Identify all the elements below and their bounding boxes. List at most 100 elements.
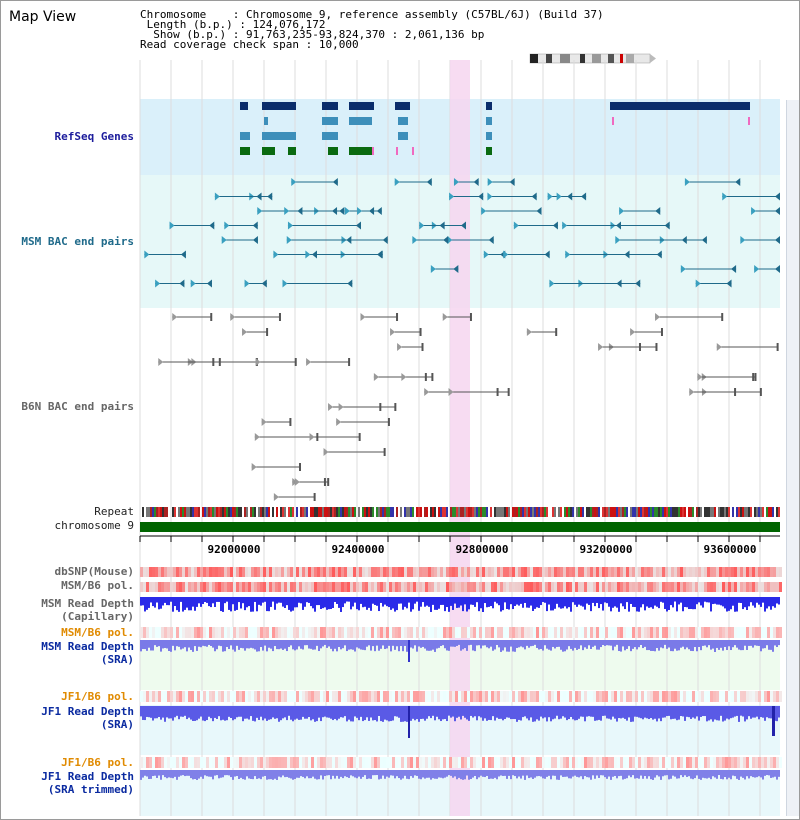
read-depth-bar — [256, 597, 258, 612]
repeat-element — [326, 507, 328, 517]
track-label-repeat[interactable]: Repeat — [94, 505, 134, 518]
read-depth-bar — [190, 597, 192, 611]
polymorphism-cell — [371, 757, 374, 768]
read-depth-bar — [388, 640, 390, 646]
read-depth-bar — [424, 597, 426, 607]
vertical-scrollbar[interactable] — [786, 100, 799, 816]
polymorphism-cell — [524, 582, 527, 592]
polymorphism-cell — [557, 627, 560, 638]
b6n-bac-end — [390, 328, 396, 336]
polymorphism-cell — [158, 757, 161, 768]
read-depth-bar — [214, 597, 216, 607]
track-label-msm-bac[interactable]: MSM BAC end pairs — [21, 235, 134, 248]
polymorphism-cell — [470, 691, 473, 702]
read-depth-bar — [640, 640, 642, 645]
read-depth-bar — [548, 640, 550, 650]
read-depth-bar — [268, 640, 270, 648]
polymorphism-cell — [428, 757, 431, 768]
track-label-dbsnp[interactable]: dbSNP(Mouse) — [54, 565, 134, 578]
read-depth-bar — [206, 706, 208, 721]
read-depth-bar — [166, 597, 168, 606]
track-label-jf1-b6-pol-2[interactable]: JF1/B6 pol. — [61, 756, 134, 769]
read-depth-bar — [154, 597, 156, 608]
read-depth-bar — [776, 770, 778, 780]
read-depth-bar — [260, 640, 262, 648]
repeat-element — [412, 507, 414, 517]
repeat-element — [318, 507, 320, 517]
read-depth-bar — [188, 640, 190, 648]
polymorphism-cell — [524, 567, 527, 577]
polymorphism-cell — [230, 627, 233, 638]
track-label-jf1-depth-trim-1[interactable]: JF1 Read Depth — [41, 770, 134, 783]
track-label-jf1-depth-sra-1[interactable]: JF1 Read Depth — [41, 705, 134, 718]
msm-bac-end — [257, 207, 263, 215]
polymorphism-cell — [404, 627, 407, 638]
repeat-element — [726, 507, 728, 517]
polymorphism-cell — [686, 567, 689, 577]
track-label-b6n-bac[interactable]: B6N BAC end pairs — [21, 400, 134, 413]
read-depth-bar — [426, 770, 428, 778]
refseq-marker — [372, 147, 374, 155]
track-label-msm-depth-cap-1[interactable]: MSM Read Depth — [41, 597, 134, 610]
chromosome-ideogram[interactable] — [528, 52, 658, 66]
polymorphism-cell — [515, 757, 518, 768]
read-depth-bar — [330, 597, 332, 610]
read-depth-bar — [764, 706, 766, 721]
polymorphism-cell — [242, 582, 245, 592]
read-depth-bar — [410, 706, 412, 721]
read-depth-bar — [520, 640, 522, 647]
polymorphism-cell — [701, 567, 704, 577]
polymorphism-cell — [308, 627, 311, 638]
track-label-jf1-b6-pol[interactable]: JF1/B6 pol. — [61, 690, 134, 703]
read-depth-bar — [552, 706, 554, 720]
polymorphism-cell — [509, 567, 512, 577]
polymorphism-cell — [650, 567, 653, 577]
read-depth-bar — [246, 770, 248, 777]
polymorphism-cell — [362, 757, 365, 768]
repeat-element — [442, 507, 444, 517]
read-depth-bar — [154, 770, 156, 776]
polymorphism-cell — [614, 691, 617, 702]
read-depth-bar — [540, 770, 542, 777]
read-depth-bar — [612, 770, 614, 777]
track-label-msm-b6-pol-sra[interactable]: MSM/B6 pol. — [61, 626, 134, 639]
read-depth-bar — [522, 597, 524, 608]
read-depth-bar — [670, 706, 672, 720]
polymorphism-cell — [326, 757, 329, 768]
read-depth-bar — [242, 640, 244, 649]
polymorphism-cell — [455, 757, 458, 768]
repeat-element — [204, 507, 206, 517]
track-label-msm-b6-pol[interactable]: MSM/B6 pol. — [61, 579, 134, 592]
polymorphism-cell — [602, 691, 605, 702]
refseq-gene — [262, 147, 275, 155]
read-depth-bar — [178, 640, 180, 647]
polymorphism-cell — [341, 582, 344, 592]
polymorphism-cell — [248, 627, 251, 638]
read-depth-bar — [658, 706, 660, 719]
track-label-refseq[interactable]: RefSeq Genes — [54, 130, 134, 143]
read-depth-bar — [638, 706, 640, 718]
polymorphism-cell — [167, 757, 170, 768]
polymorphism-cell — [155, 691, 158, 702]
repeat-element — [244, 507, 246, 517]
polymorphism-cell — [311, 627, 314, 638]
polymorphism-cell — [509, 757, 512, 768]
read-depth-bar — [678, 640, 680, 651]
read-depth-bar — [558, 640, 560, 647]
polymorphism-cell — [146, 757, 149, 768]
polymorphism-cell — [374, 627, 377, 638]
read-depth-bar — [148, 597, 150, 608]
polymorphism-cell — [431, 627, 434, 638]
read-depth-bar — [400, 770, 402, 780]
polymorphism-cell — [299, 582, 302, 592]
polymorphism-cell — [389, 757, 392, 768]
polymorphism-cell — [170, 691, 173, 702]
polymorphism-cell — [770, 582, 773, 592]
polymorphism-cell — [566, 627, 569, 638]
polymorphism-cell — [401, 627, 404, 638]
polymorphism-cell — [536, 582, 539, 592]
track-label-msm-depth-sra-1[interactable]: MSM Read Depth — [41, 640, 134, 653]
polymorphism-cell — [779, 691, 782, 702]
polymorphism-cell — [572, 757, 575, 768]
